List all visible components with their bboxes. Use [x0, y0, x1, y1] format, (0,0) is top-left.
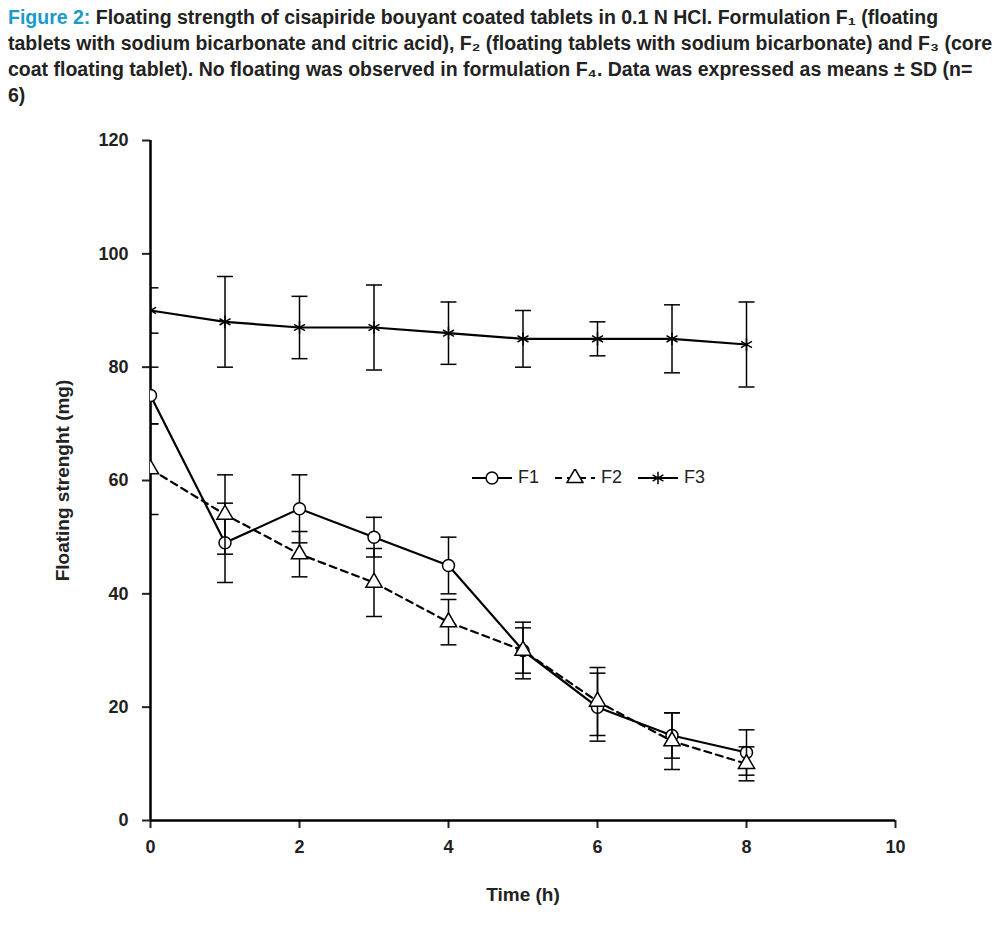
svg-text:20: 20	[108, 697, 128, 717]
svg-text:4: 4	[443, 837, 453, 857]
svg-text:2: 2	[294, 837, 304, 857]
svg-text:0: 0	[145, 837, 155, 857]
html-text:F1: F1	[518, 467, 539, 487]
svg-text:100: 100	[98, 244, 128, 264]
svg-text:Floating strenght (mg): Floating strenght (mg)	[52, 380, 73, 582]
html-text:F2: F2	[601, 467, 622, 487]
html-text:F3: F3	[684, 467, 705, 487]
html-text:Figure 2: Floating strength of: Figure 2: Floating strength of cisapirid…	[8, 6, 993, 106]
svg-text:0: 0	[118, 810, 128, 830]
svg-text:120: 120	[98, 130, 128, 150]
svg-text:8: 8	[741, 837, 751, 857]
svg-text:6: 6	[592, 837, 602, 857]
svg-text:10: 10	[885, 837, 905, 857]
svg-text:Time (h): Time (h)	[486, 884, 560, 905]
svg-text:60: 60	[108, 470, 128, 490]
svg-text:80: 80	[108, 357, 128, 377]
svg-text:40: 40	[108, 584, 128, 604]
